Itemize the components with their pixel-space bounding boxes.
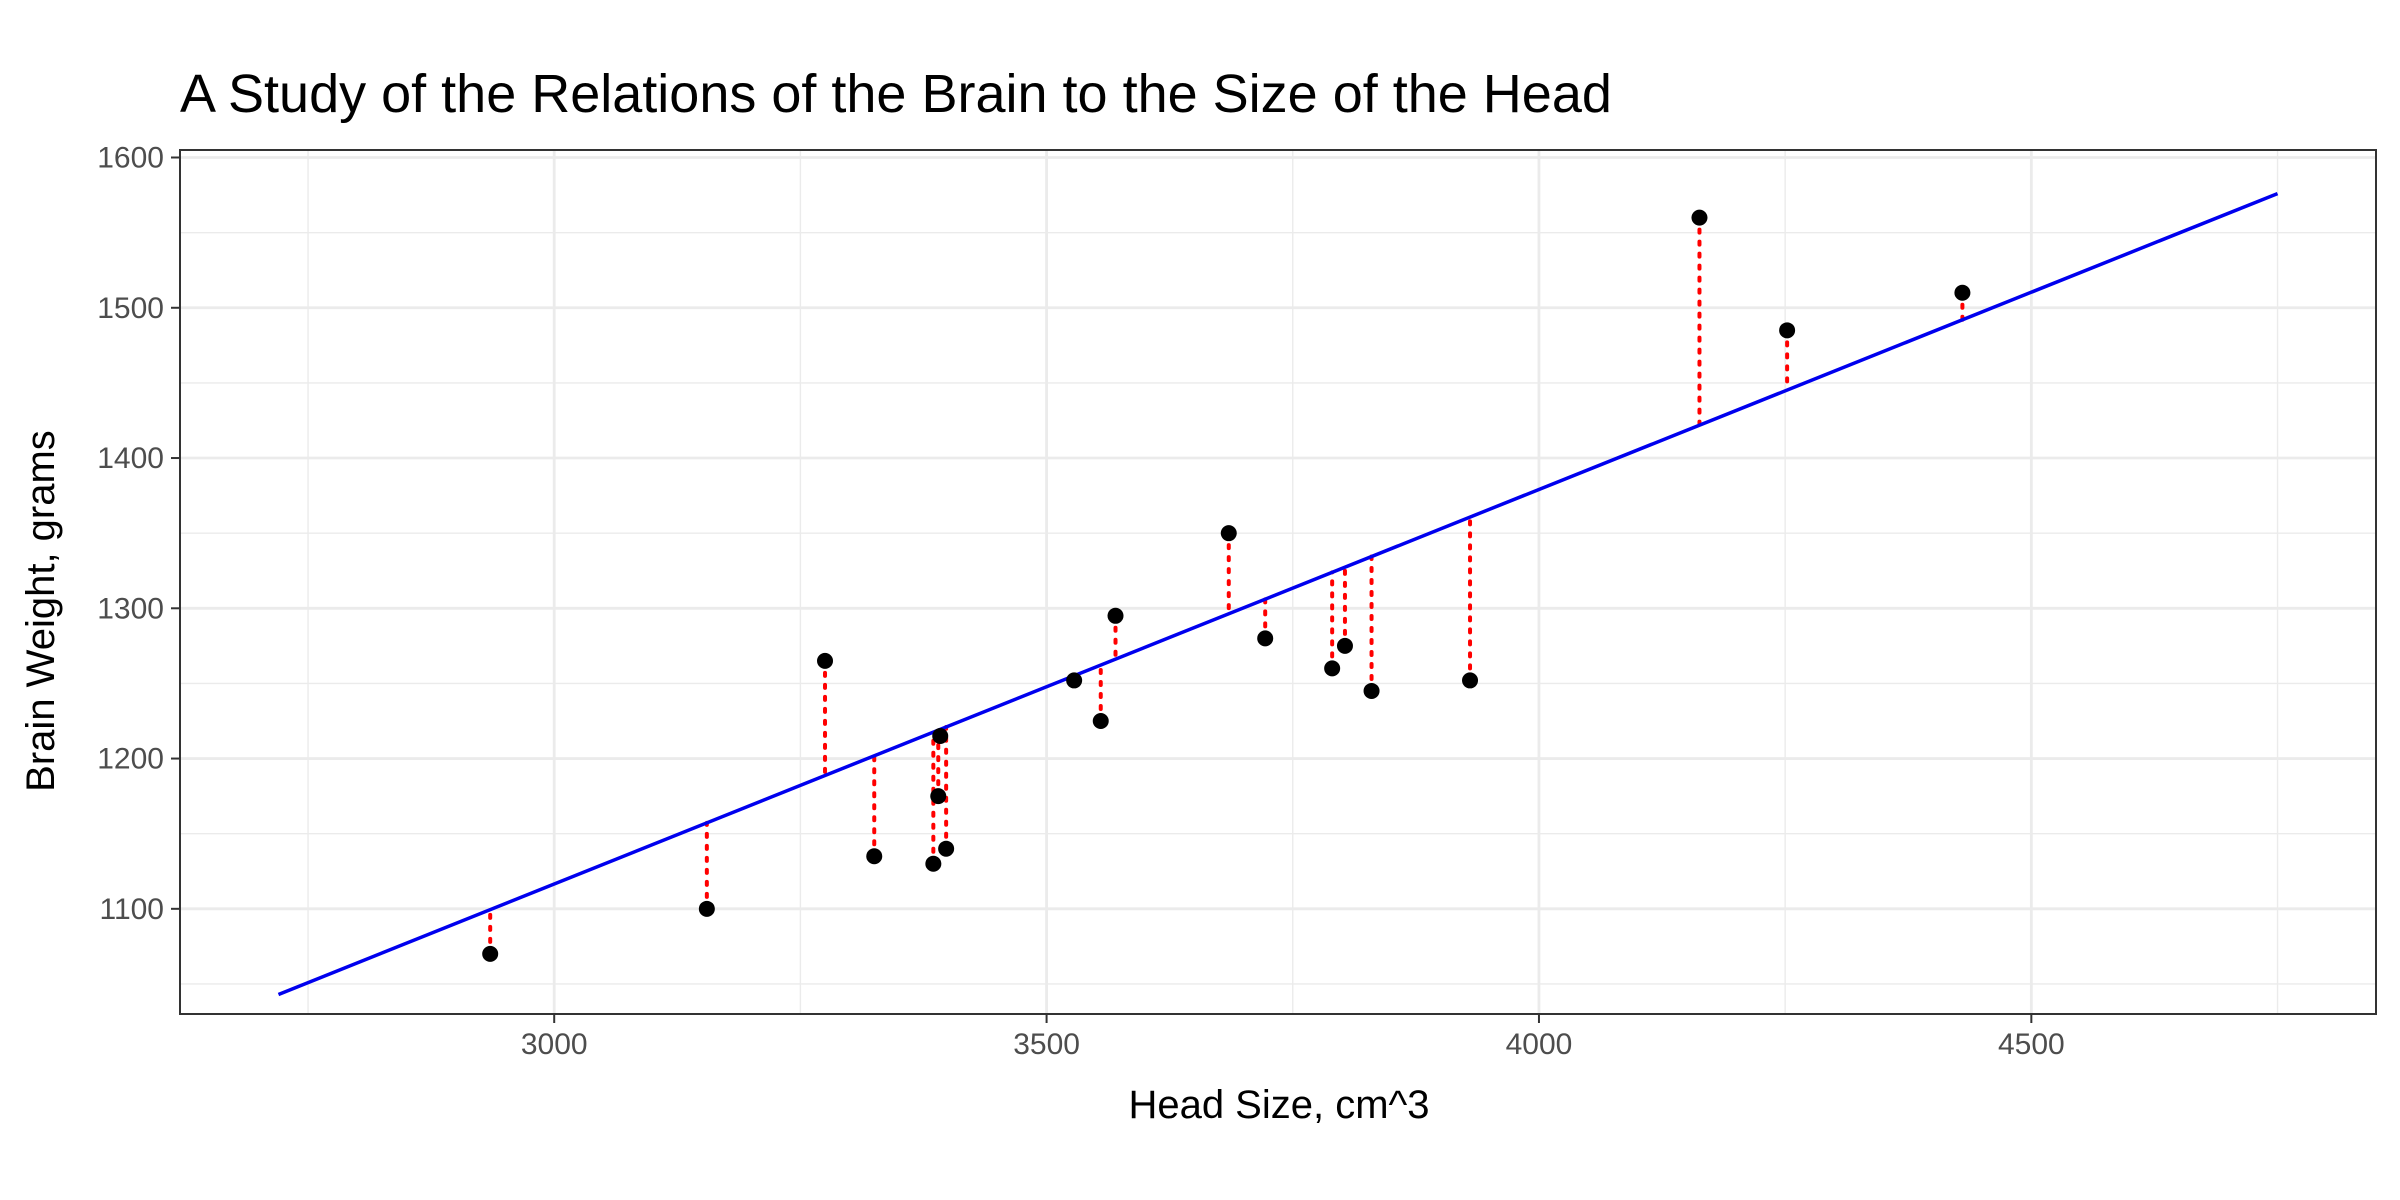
data-point [1324,660,1341,677]
data-point [930,788,947,805]
data-point [1220,525,1237,542]
chart-title: A Study of the Relations of the Brain to… [180,64,1612,124]
y-tick-label: 1300 [97,592,164,625]
data-point [1066,672,1083,689]
panel-background [180,150,2376,1014]
data-point [1691,209,1708,226]
data-point [938,840,955,857]
x-tick-label: 3000 [521,1028,588,1061]
x-tick-label: 3500 [1013,1028,1080,1061]
y-tick-label: 1200 [97,743,164,776]
data-point [1954,284,1971,301]
data-point [1257,630,1274,647]
panel-border [179,149,2377,1015]
x-tick-label: 4000 [1506,1028,1573,1061]
data-point [932,728,949,745]
y-tick-label: 1400 [97,442,164,475]
y-tick-label: 1500 [97,292,164,325]
data-point [866,848,883,865]
data-point [482,945,499,962]
x-tick-label: 4500 [1998,1028,2065,1061]
data-point [1462,672,1479,689]
y-tick-label: 1100 [99,893,164,926]
data-point [1363,682,1380,699]
plot-area: 3000 3500 4000 4500 1100 1200 1300 1400 1500 1600 [97,142,2377,1061]
y-tick-label: 1600 [97,142,164,175]
regression-line [277,191,2279,997]
data-point [1107,607,1124,624]
data-point [1336,637,1353,654]
x-axis-title: Head Size, cm^3 [1128,1083,1429,1127]
data-point [1779,322,1796,339]
data-point [698,900,715,917]
data-point [925,855,942,872]
y-axis-title: Brain Weight, grams [19,430,63,792]
data-point [1092,712,1109,729]
data-point [817,652,834,669]
